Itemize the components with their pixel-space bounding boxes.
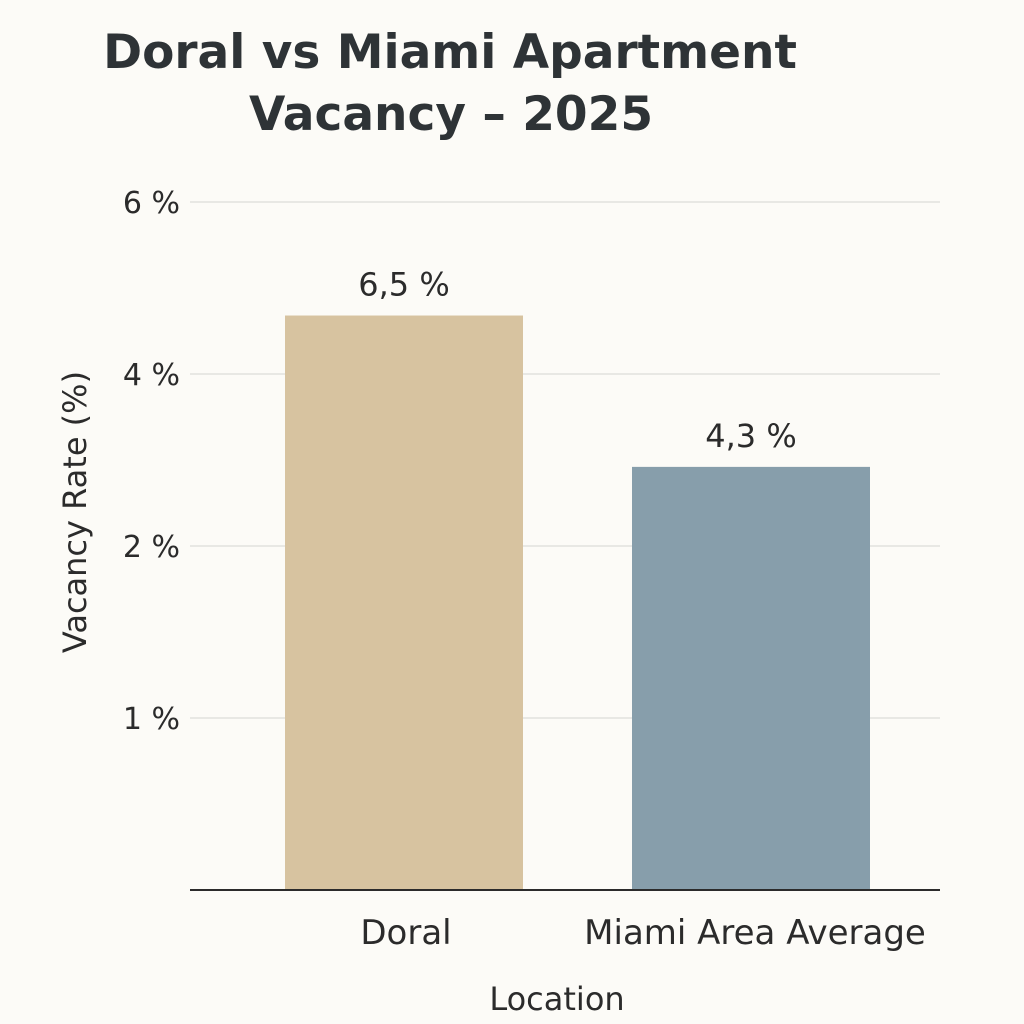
bar-miami-area-average (632, 466, 870, 890)
chart-title-line-1: Doral vs Miami Apartment (103, 25, 797, 80)
chart-title-line-2: Vacancy – 2025 (248, 87, 654, 142)
y-tick-label: 4 % (123, 358, 180, 393)
x-axis-categories: Doral Miami Area Average (360, 913, 925, 953)
x-axis-title: Location (489, 980, 624, 1018)
bar-value-label: 6,5 % (358, 266, 449, 304)
y-tick-label: 1 % (123, 702, 180, 737)
y-tick-label: 2 % (123, 530, 180, 565)
y-axis-ticks: 6 % 4 % 2 % 1 % (123, 186, 180, 737)
x-tick-label: Miami Area Average (584, 913, 926, 953)
data-labels: 6,5 % 4,3 % (358, 266, 796, 455)
y-tick-label: 6 % (123, 186, 180, 221)
bars (285, 315, 870, 890)
bar-doral (285, 315, 523, 890)
bar-value-label: 4,3 % (705, 417, 796, 455)
y-axis-title: Vacancy Rate (%) (56, 371, 94, 653)
chart-title: Doral vs Miami Apartment Vacancy – 2025 (0, 22, 900, 146)
x-tick-label: Doral (360, 913, 451, 953)
